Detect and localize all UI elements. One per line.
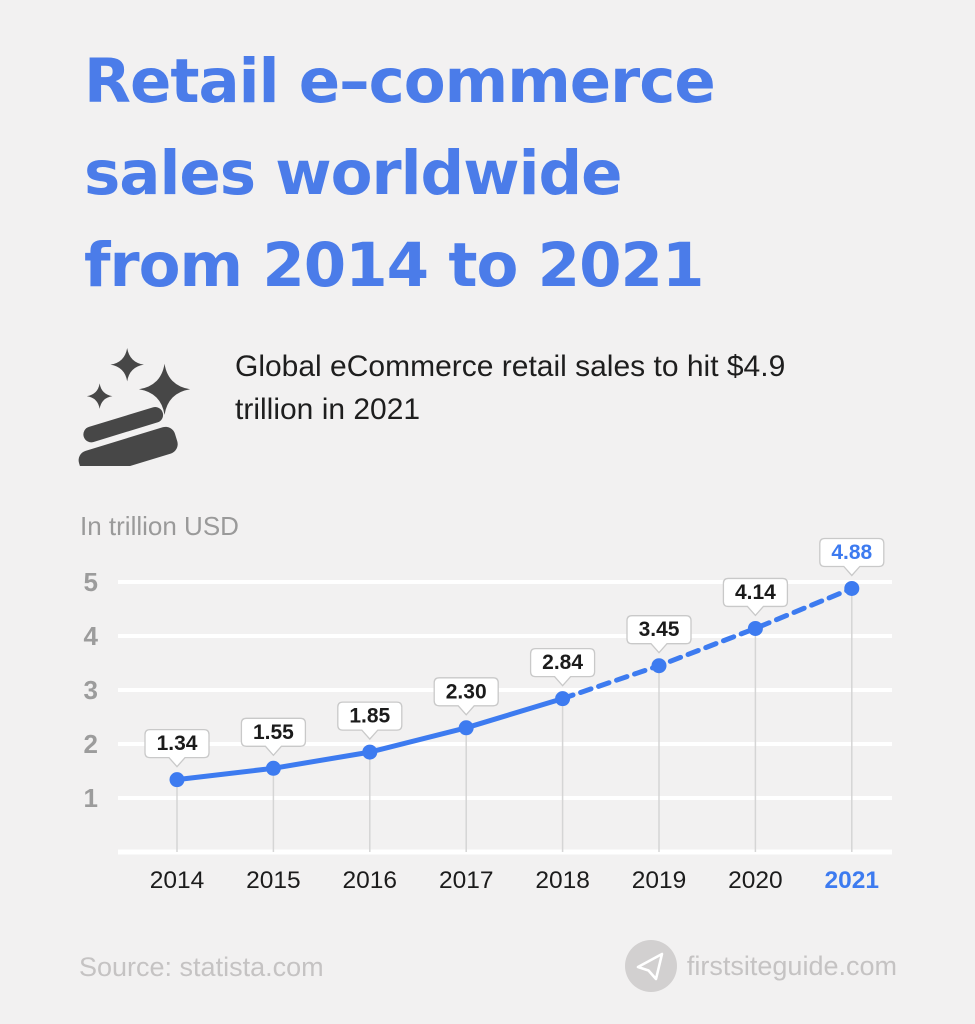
data-point-2019 [651, 658, 667, 674]
x-axis-label-2015: 2015 [246, 867, 301, 894]
brand-footer: firstsiteguide.com [624, 940, 897, 992]
x-axis-label-2020: 2020 [728, 867, 783, 894]
x-axis-label-2019: 2019 [632, 867, 687, 894]
title-line-2: sales worldwide [84, 138, 623, 209]
y-axis-label-5: 5 [84, 567, 98, 597]
value-callout-2019 [626, 615, 692, 654]
value-label-2018: 2.84 [542, 651, 583, 674]
value-label-2017: 2.30 [446, 680, 487, 703]
value-label-2016: 1.85 [349, 705, 390, 728]
brand-name: firstsiteguide.com [686, 950, 897, 981]
y-axis-label-3: 3 [84, 675, 98, 705]
y-axis-label-2: 2 [84, 729, 98, 759]
value-callout-2014 [144, 728, 210, 768]
value-label-2015: 1.55 [253, 721, 294, 744]
x-axis-label-2014: 2014 [150, 867, 205, 894]
x-axis-label-2018: 2018 [535, 867, 590, 894]
data-point-2017 [458, 720, 474, 736]
x-axis-label-2021: 2021 [825, 867, 880, 894]
subtitle-text: Global eCommerce retail sales to hit $4.… [235, 345, 895, 431]
y-axis-label-4: 4 [84, 621, 99, 651]
data-point-2018 [555, 691, 571, 707]
subtitle-line-2: trillion in 2021 [235, 393, 421, 426]
value-callout-2020 [722, 577, 789, 617]
data-point-2020 [747, 620, 763, 636]
y-axis-label-1: 1 [84, 783, 98, 813]
page-title: Retail e–commerce sales worldwide from 2… [84, 36, 944, 312]
x-axis-label-2017: 2017 [439, 867, 494, 894]
value-label-2014: 1.34 [157, 732, 198, 755]
value-label-2020: 4.14 [735, 581, 776, 604]
value-callout-2021 [819, 537, 885, 577]
sales-line-forecast-dashed [560, 586, 855, 702]
title-line-1: Retail e–commerce [84, 46, 716, 117]
value-callout-2015 [240, 717, 307, 757]
y-axis-unit-label: In trillion USD [80, 511, 239, 541]
value-callout-2017 [433, 677, 499, 716]
chart-area: 1 2 3 4 5 1.34 1.55 1.85 2.30 2.84 3.45 4.14 4.88 201… [0, 500, 975, 900]
value-callout-2018 [529, 647, 596, 687]
sparkling-credit-card-icon [78, 347, 191, 466]
x-axis-label-2016: 2016 [343, 867, 398, 894]
data-point-2016 [362, 744, 378, 760]
data-point-2015 [265, 760, 281, 776]
data-point-2014 [169, 772, 185, 788]
source-credit: Source: statista.com [79, 952, 324, 982]
value-callout-2016 [337, 701, 403, 741]
value-label-2019: 3.45 [639, 618, 680, 641]
sales-line-chart: 1 2 3 4 5 1.34 1.55 1.85 2.30 2.84 3.45 4.14 4.88 201… [84, 537, 892, 894]
subtitle-line-1: Global eCommerce retail sales to hit $4.… [235, 350, 786, 383]
title-line-3: from 2014 to 2021 [84, 230, 704, 301]
data-point-2021 [844, 580, 860, 596]
paper-plane-icon [624, 940, 677, 992]
value-label-2021: 4.88 [831, 541, 872, 564]
